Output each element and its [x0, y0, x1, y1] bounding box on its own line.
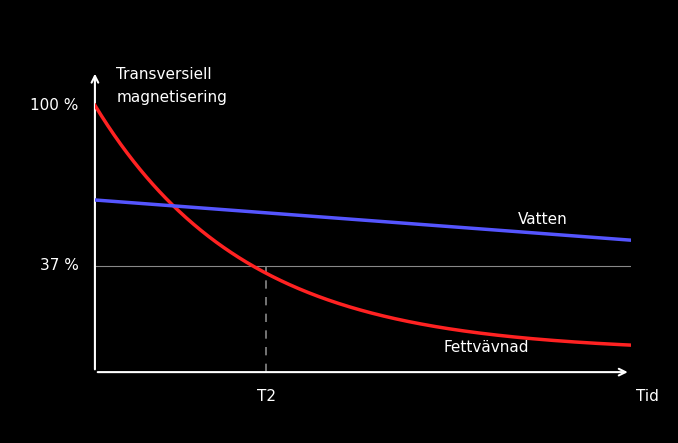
Text: 37 %: 37 % — [40, 258, 79, 273]
Text: 100 %: 100 % — [31, 98, 79, 113]
Text: Tid: Tid — [636, 389, 659, 404]
Text: magnetisering: magnetisering — [117, 90, 227, 105]
Text: Transversiell: Transversiell — [117, 67, 212, 82]
Text: Fettvävnad: Fettvävnad — [443, 340, 529, 355]
Text: T2: T2 — [257, 389, 276, 404]
Text: Vatten: Vatten — [518, 212, 567, 227]
